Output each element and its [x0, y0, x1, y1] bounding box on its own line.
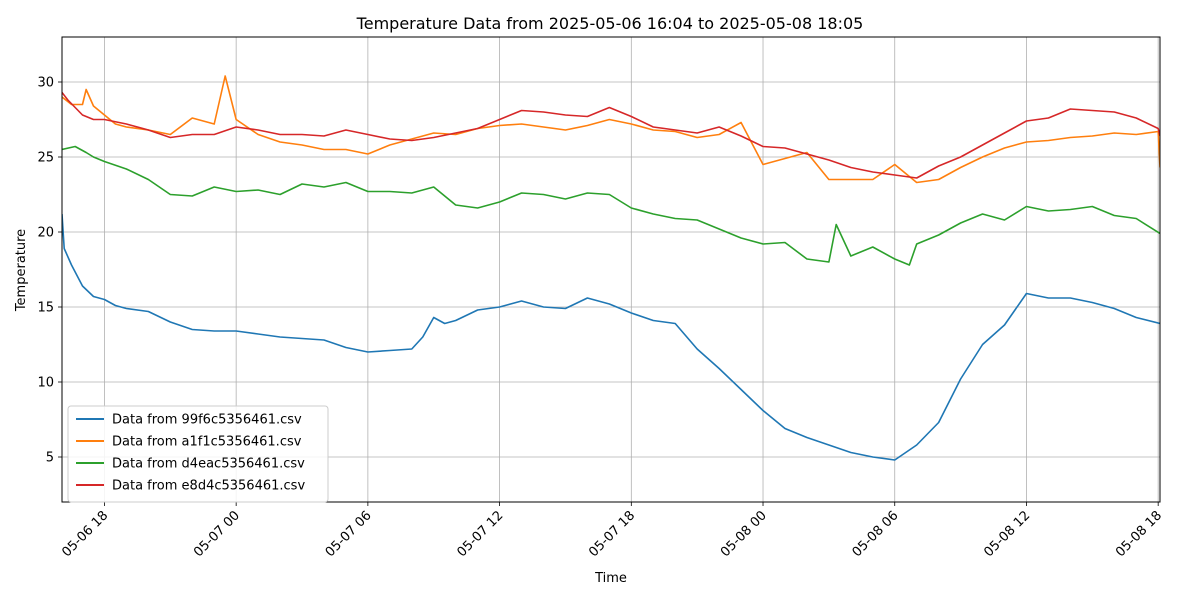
y-tick-label: 15 — [37, 301, 54, 316]
y-tick-label: 10 — [37, 376, 54, 391]
y-tick-label: 25 — [37, 151, 54, 166]
series-layer — [62, 75, 1160, 461]
chart-title: Temperature Data from 2025-05-06 16:04 t… — [356, 14, 864, 33]
series-line-3 — [62, 145, 1160, 266]
series-line-4 — [62, 92, 1160, 179]
series-line-1 — [62, 213, 1160, 461]
y-axis-label: Temperature — [14, 229, 29, 312]
y-tick-label: 30 — [37, 76, 54, 91]
legend-label: Data from 99f6c5356461.csv — [112, 413, 302, 428]
y-tick-label: 5 — [46, 451, 54, 466]
legend: Data from 99f6c5356461.csv Data from a1f1… — [67, 405, 329, 503]
y-axis: 5 10 15 20 25 30 — [37, 76, 62, 466]
grid-lines — [62, 37, 1160, 502]
y-tick-label: 20 — [37, 226, 54, 241]
plot-frame — [61, 36, 1161, 503]
x-axis-label: Time — [594, 571, 627, 586]
legend-box — [67, 405, 329, 503]
series-line-2 — [62, 75, 1160, 184]
legend-label: Data from d4eac5356461.csv — [112, 457, 305, 472]
legend-label: Data from e8d4c5356461.csv — [112, 479, 305, 494]
legend-label: Data from a1f1c5356461.csv — [112, 435, 302, 450]
plot-area — [62, 75, 1160, 461]
